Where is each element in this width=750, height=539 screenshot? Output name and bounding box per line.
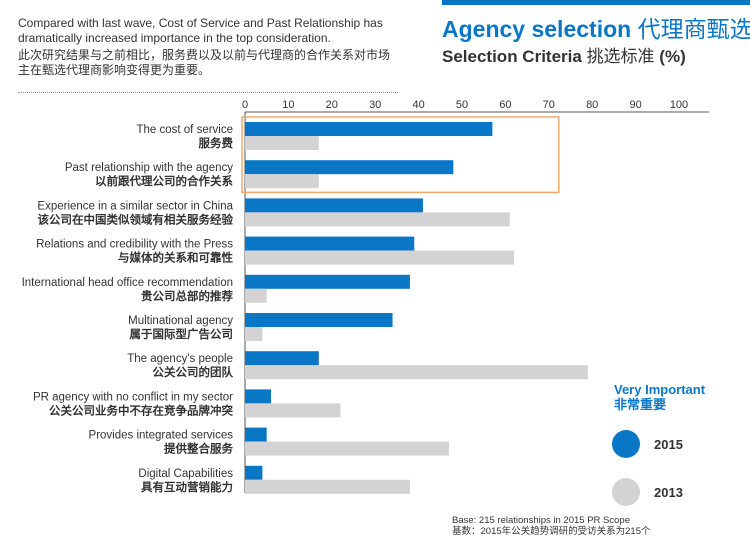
note-english: Compared with last wave, Cost of Service… <box>18 16 383 45</box>
x-tick-label: 60 <box>499 99 511 111</box>
legend-title-chinese: 非常重要 <box>614 397 667 412</box>
category-label-chinese: 贵公司总部的推荐 <box>141 289 233 303</box>
category-label-english: Relations and credibility with the Press <box>36 239 233 251</box>
bar-2015 <box>245 389 272 404</box>
legend-title-english: Very Important <box>614 382 706 397</box>
note-chinese: 此次研究结果与之前相比，服务费以及以前与代理商的合作关系对市场主在甄选代理商影响… <box>18 48 391 77</box>
bar-2015 <box>245 198 423 213</box>
x-tick-label: 30 <box>369 99 381 111</box>
category-label-english: Digital Capabilities <box>138 468 233 480</box>
x-tick-label: 10 <box>282 99 294 111</box>
category-label-chinese: 与媒体的关系和可靠性 <box>118 251 233 265</box>
bar-2013 <box>245 403 341 418</box>
page-title: Agency selection 代理商甄选 <box>442 10 750 44</box>
bar-2013 <box>245 441 449 456</box>
bar-2013 <box>245 327 263 341</box>
bar-2013 <box>245 174 319 189</box>
category-label-english: Experience in a similar sector in China <box>37 200 233 212</box>
bar-2015 <box>245 160 454 175</box>
title-chinese: 代理商甄选 <box>637 16 750 42</box>
chart-subtitle: Selection Criteria 挑选标准 (%) <box>442 42 686 67</box>
x-tick-label: 70 <box>543 99 555 111</box>
category-label-chinese: 公关公司的团队 <box>153 365 234 379</box>
bar-2013 <box>245 365 588 380</box>
bar-2013 <box>245 250 515 265</box>
category-label-chinese: 具有互动营销能力 <box>141 480 233 494</box>
x-tick-label: 50 <box>456 99 468 111</box>
bar-2015 <box>245 236 415 251</box>
category-label-english: The cost of service <box>136 124 233 136</box>
category-label-english: Past relationship with the agency <box>65 162 233 174</box>
legend-swatch-2015 <box>612 430 640 458</box>
category-label-chinese: 提供整合服务 <box>164 442 233 456</box>
bar-2015 <box>245 427 267 442</box>
title-accent-bar <box>442 0 750 5</box>
bar-2015 <box>245 351 319 366</box>
x-tick-label: 20 <box>326 99 338 111</box>
note-divider <box>18 92 398 93</box>
category-label-english: PR agency with no conflict in my sector <box>33 391 233 403</box>
x-tick-label: 90 <box>629 99 641 111</box>
legend-label-2013: 2013 <box>654 485 683 500</box>
bar-2013 <box>245 479 410 494</box>
subtitle-chinese: 挑选标准 <box>586 47 655 66</box>
bar-2015 <box>245 274 410 289</box>
legend-item-2013: 2013 <box>612 478 742 508</box>
legend-title: Very Important 非常重要 <box>614 382 705 412</box>
category-label-english: Multinational agency <box>128 315 233 327</box>
category-label-english: International head office recommendation <box>22 277 233 289</box>
legend-swatch-2013 <box>612 478 640 506</box>
base-note-english: Base: 215 relationships in 2015 PR Scope <box>452 515 630 526</box>
base-note-chinese: 基数：2015年公关趋势调研的受访关系为215个 <box>452 526 651 537</box>
subtitle-english: Selection Criteria <box>442 47 582 66</box>
category-label-chinese: 服务费 <box>199 136 234 150</box>
base-note: Base: 215 relationships in 2015 PR Scope… <box>452 515 651 537</box>
category-label-english: The agency's people <box>127 353 233 365</box>
x-tick-label: 80 <box>586 99 598 111</box>
highlight-box <box>241 116 560 194</box>
bar-2015 <box>245 122 493 136</box>
category-label-chinese: 公关公司业务中不存在竞争品牌冲突 <box>49 403 233 417</box>
category-label-english: Provides integrated services <box>89 430 234 442</box>
x-tick-label: 40 <box>412 99 424 111</box>
bar-2013 <box>245 212 510 227</box>
category-label-chinese: 属于国际型广告公司 <box>130 327 234 341</box>
title-english: Agency selection <box>442 16 632 42</box>
legend-label-2015: 2015 <box>654 437 683 452</box>
bar-2013 <box>245 136 319 150</box>
subtitle-unit: (%) <box>659 47 686 66</box>
category-label-chinese: 该公司在中国类似领域有相关服务经验 <box>38 212 234 226</box>
x-tick-label: 100 <box>670 99 688 111</box>
category-label-chinese: 以前跟代理公司的合作关系 <box>95 174 233 188</box>
bar-2013 <box>245 288 267 303</box>
x-tick-label: 0 <box>242 99 248 111</box>
legend-item-2015: 2015 <box>612 430 742 460</box>
bar-2015 <box>245 313 393 327</box>
bar-2015 <box>245 465 263 480</box>
header-note: Compared with last wave, Cost of Service… <box>18 16 398 78</box>
